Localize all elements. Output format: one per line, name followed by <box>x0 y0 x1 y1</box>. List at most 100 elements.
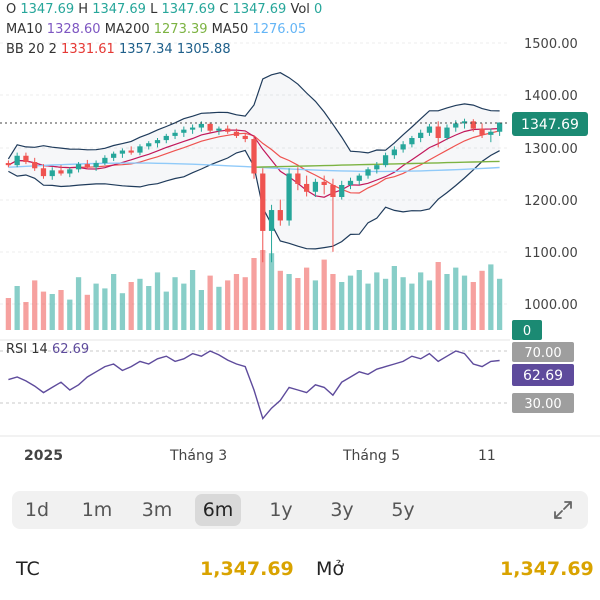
price-badge: 1347.69 <box>512 112 588 136</box>
candle <box>382 152 389 168</box>
rsi-value-badge: 62.69 <box>512 364 574 386</box>
candle <box>277 199 283 226</box>
ohlc-legend: O 1347.69 H 1347.69 L 1347.69 C 1347.69 … <box>6 2 322 17</box>
volume-bar <box>321 259 327 330</box>
volume-bar <box>119 293 126 330</box>
volume-value: 0 <box>314 2 323 17</box>
candle <box>391 146 397 159</box>
bb-mid-value: 1331.61 <box>61 42 119 57</box>
candle <box>496 122 503 136</box>
high-label: H <box>78 2 93 17</box>
svg-text:30.00: 30.00 <box>524 397 561 412</box>
candles <box>5 118 503 263</box>
candle <box>163 133 169 144</box>
rsi-30-badge: 30.00 <box>512 393 574 413</box>
period-tab-3m[interactable]: 3m <box>141 499 173 521</box>
candle <box>49 167 55 180</box>
volume-bar <box>391 266 397 330</box>
candle <box>181 126 187 137</box>
bb-lower-value: 1305.88 <box>176 42 231 57</box>
period-tab-1y[interactable]: 1y <box>269 499 293 521</box>
volume-bar <box>453 267 459 330</box>
candle <box>5 160 12 168</box>
volume-bar <box>400 277 406 330</box>
period-tab-3y[interactable]: 3y <box>330 499 354 521</box>
volume-bar <box>251 258 257 330</box>
rsi-value: 62.69 <box>51 342 90 357</box>
period-tab-1m[interactable]: 1m <box>81 499 113 521</box>
tc-value: 1,347.69 <box>200 558 294 580</box>
price-tick: 1200.00 <box>524 194 578 209</box>
volume-bar <box>84 294 90 330</box>
candle <box>67 167 73 178</box>
low-value: 1347.69 <box>161 2 220 17</box>
candle <box>321 175 327 195</box>
period-tab-5y[interactable]: 5y <box>391 499 415 521</box>
volume-bar <box>409 283 415 330</box>
candle <box>242 132 248 143</box>
candle <box>111 151 117 161</box>
volume-bar <box>277 270 283 330</box>
rsi-70-badge: 70.00 <box>512 342 574 362</box>
candle <box>330 178 336 252</box>
period-tab-6m[interactable]: 6m <box>195 494 241 526</box>
volume-bar <box>312 280 319 330</box>
candle <box>251 135 257 179</box>
candle <box>461 118 468 129</box>
high-value: 1347.69 <box>92 2 151 17</box>
volume-bar <box>198 290 204 330</box>
candle <box>295 167 301 191</box>
ma10-value: 1328.60 <box>46 22 105 37</box>
volume-bar <box>14 286 20 330</box>
volume-bar <box>137 278 143 330</box>
candle <box>260 168 266 263</box>
open-price-value: 1,347.69 <box>500 558 594 580</box>
candle <box>233 128 240 139</box>
volume-bar <box>58 290 64 330</box>
bb-label: BB 20 2 <box>6 42 62 57</box>
volume-bar <box>225 280 231 330</box>
candle <box>58 165 64 176</box>
time-label: Tháng 5 <box>342 448 400 464</box>
candle <box>400 141 406 153</box>
expand-icon[interactable] <box>552 499 574 521</box>
volume-bar <box>93 283 99 330</box>
candle <box>93 160 99 171</box>
volume-bar <box>479 270 485 330</box>
candle <box>418 129 424 143</box>
time-label: 11 <box>478 448 496 464</box>
time-label: 2025 <box>24 448 63 464</box>
volume-bar <box>418 272 424 330</box>
volume-bar <box>304 267 310 330</box>
candle <box>312 178 319 197</box>
price-axis: 1500.00 1400.00 1300.00 1200.00 1100.00 … <box>524 37 578 313</box>
close-value: 1347.69 <box>232 2 291 17</box>
volume-bar <box>286 274 292 330</box>
candle <box>409 135 415 148</box>
volume-bars <box>5 250 503 330</box>
volume-bar <box>207 275 213 330</box>
candle <box>356 173 362 185</box>
ma200-value: 1273.39 <box>153 22 212 37</box>
volume-bar <box>111 274 117 330</box>
volume-bar <box>374 272 380 330</box>
volume-bar <box>260 250 266 330</box>
candle <box>426 123 433 136</box>
volume-label: Vol <box>290 2 315 17</box>
price-tick: 1100.00 <box>524 246 578 261</box>
low-label: L <box>150 2 162 17</box>
period-tab-1d[interactable]: 1d <box>24 499 50 521</box>
volume-bar <box>330 274 336 330</box>
ma10-label: MA10 <box>6 22 47 37</box>
candle <box>453 120 459 132</box>
candle <box>128 146 134 155</box>
tc-label: TC <box>16 558 40 580</box>
candle <box>40 164 47 179</box>
ma50-label: MA50 <box>211 22 253 37</box>
volume-badge: 0 <box>512 320 542 340</box>
volume-bar <box>461 275 468 330</box>
svg-text:70.00: 70.00 <box>524 346 561 361</box>
candle <box>268 204 275 263</box>
price-tick: 1500.00 <box>524 37 578 52</box>
